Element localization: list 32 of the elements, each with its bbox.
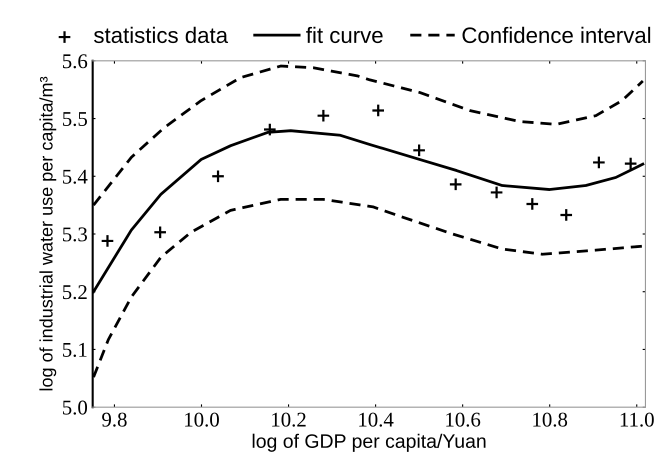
- y-axis-title: log of industrial water use per capita/m³: [39, 76, 56, 390]
- point: [490, 186, 504, 200]
- y-tick-label: 5.6: [62, 54, 88, 68]
- x-tick-label: 11.0: [620, 412, 654, 427]
- point: [153, 225, 168, 240]
- legend-label: Confidence interval: [462, 26, 650, 44]
- x-tick-label: 10.2: [272, 412, 306, 427]
- x-tick-label: 9.8: [102, 412, 127, 427]
- point: [211, 169, 225, 184]
- y-tick-label: 5.0: [62, 400, 88, 415]
- point: [592, 156, 606, 170]
- y-tick-label: 5.4: [62, 170, 88, 184]
- point: [624, 156, 638, 170]
- point: [316, 108, 330, 123]
- x-tick-label: 10.0: [185, 412, 219, 427]
- y-tick-label: 5.5: [62, 112, 88, 126]
- point: [412, 143, 426, 158]
- point: [559, 208, 574, 222]
- x-tick-label: 10.8: [533, 412, 568, 427]
- point: [525, 197, 540, 211]
- legend-label: fit curve: [306, 26, 383, 44]
- point: [100, 234, 114, 248]
- x-axis-title: log of GDP per capita/Yuan: [252, 434, 486, 452]
- point: [371, 104, 386, 118]
- point: [448, 177, 463, 192]
- legend-label: statistics data: [94, 26, 228, 44]
- point: [262, 122, 277, 136]
- y-tick-label: 5.2: [62, 285, 87, 300]
- y-tick-label: 5.1: [62, 342, 87, 357]
- x-tick-label: 10.4: [359, 412, 394, 427]
- x-tick-label: 10.6: [446, 412, 480, 427]
- y-tick-label: 5.3: [62, 227, 88, 242]
